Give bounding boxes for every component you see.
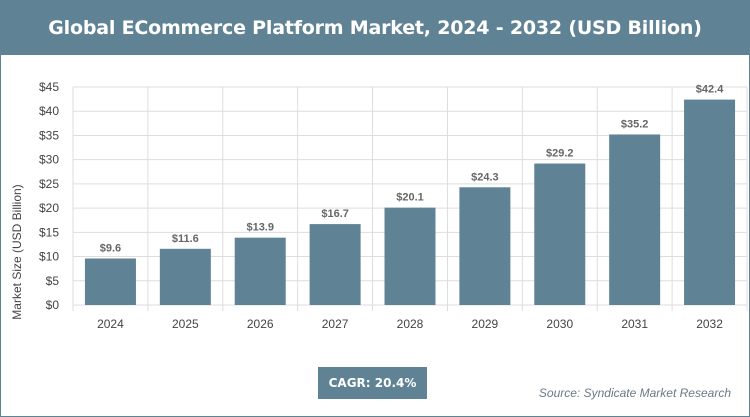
bar-2024 <box>84 258 136 305</box>
x-tick-label: 2027 <box>322 317 349 331</box>
y-axis-label: Market Size (USD Billion) <box>10 184 24 319</box>
value-label: $11.6 <box>172 233 199 245</box>
y-tick-label: $20 <box>39 201 59 215</box>
x-tick-label: 2031 <box>621 317 648 331</box>
bars: $9.6 $11.6 $13.9 $16.7 $20.1 $24.3 $29.2 $35.2 $… <box>84 84 736 305</box>
x-tick-label: 2029 <box>472 317 499 331</box>
y-tick-label: $10 <box>39 250 59 264</box>
bar-2029 <box>459 187 511 305</box>
value-label: $20.1 <box>396 192 424 204</box>
y-axis: $0 $5 $10 $15 $20 $25 $30 $35 $40 $45 <box>39 80 59 312</box>
cagr-badge: CAGR: 20.4% <box>318 367 427 399</box>
y-tick-label: $40 <box>39 104 59 118</box>
bar-2025 <box>159 248 211 305</box>
x-tick-label: 2024 <box>97 317 124 331</box>
y-tick-label: $35 <box>39 128 59 142</box>
bar-2032 <box>684 99 736 305</box>
bar-2027 <box>309 224 361 305</box>
source-note: Source: Syndicate Market Research <box>538 386 731 400</box>
bar-2030 <box>534 163 586 305</box>
x-tick-label: 2028 <box>397 317 424 331</box>
value-label: $42.4 <box>696 84 724 96</box>
bar-2026 <box>234 237 286 305</box>
x-tick-label: 2025 <box>172 317 199 331</box>
y-tick-label: $30 <box>39 153 59 167</box>
value-label: $16.7 <box>321 208 349 220</box>
y-tick-label: $45 <box>39 80 59 94</box>
bar-chart: $0 $5 $10 $15 $20 $25 $30 $35 $40 $45 $9.6 $11.6 $1… <box>10 80 748 331</box>
y-tick-label: $0 <box>46 298 60 312</box>
x-tick-label: 2026 <box>247 317 274 331</box>
x-tick-label: 2032 <box>696 317 723 331</box>
value-label: $9.6 <box>100 242 121 254</box>
y-tick-label: $25 <box>39 177 59 191</box>
value-label: $35.2 <box>621 118 649 130</box>
chart-title: Global ECommerce Platform Market, 2024 -… <box>1 1 749 55</box>
value-label: $29.2 <box>546 148 574 160</box>
bar-2028 <box>384 207 436 305</box>
x-axis: 2024 2025 2026 2027 2028 2029 2030 2031 2032 <box>97 317 723 331</box>
value-label: $13.9 <box>246 222 274 234</box>
value-label: $24.3 <box>471 171 499 183</box>
y-tick-label: $5 <box>46 274 60 288</box>
x-tick-label: 2030 <box>546 317 573 331</box>
y-tick-label: $15 <box>39 225 59 239</box>
bar-2031 <box>609 134 661 305</box>
